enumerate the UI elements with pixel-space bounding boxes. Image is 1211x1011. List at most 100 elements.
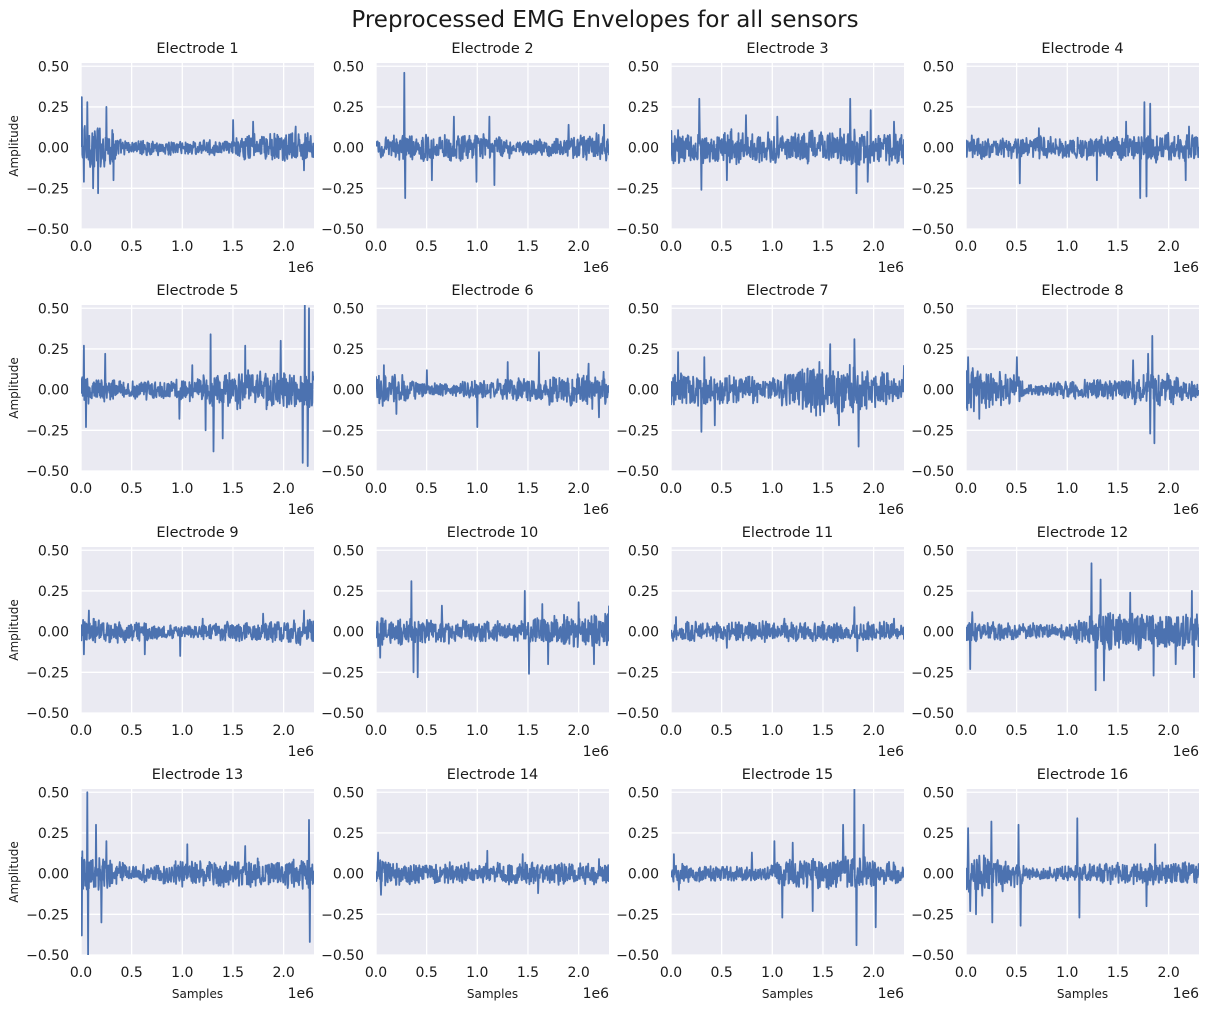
x-tick-label: 1.0 [761, 723, 783, 739]
x-tick-label: 0.5 [121, 723, 143, 739]
y-tick-label: −0.50 [26, 222, 69, 238]
y-tick-label: 0.50 [38, 543, 69, 559]
x-tick-label: 0.5 [416, 965, 438, 981]
y-tick-label: 0.00 [38, 383, 69, 399]
panel-electrode-15: Electrode 15 −0.50 −0.25 0.00 0.25 0.50 0.0 0.5… [616, 767, 904, 1002]
x-tick-label: 1.5 [812, 965, 834, 981]
y-tick-label: −0.50 [321, 706, 364, 722]
y-tick-label: 0.50 [333, 785, 364, 801]
x-tick-label: 0.0 [660, 965, 682, 981]
x-tick-label: 0.0 [955, 965, 977, 981]
x-tick-label: 2.0 [272, 239, 294, 255]
y-tick-label: 0.50 [333, 301, 364, 317]
x-tick-label: 2.0 [1157, 965, 1179, 981]
y-tick-label: −0.50 [321, 222, 364, 238]
x-tick-label: 1.0 [466, 481, 488, 497]
panel-title: Electrode 9 [156, 525, 238, 541]
x-tick-label: 0.5 [416, 239, 438, 255]
x-multiplier-label: 1e6 [288, 744, 315, 760]
y-axis-label: Amplitude [7, 599, 21, 661]
x-tick-label: 2.0 [862, 723, 884, 739]
panel-title: Electrode 11 [742, 525, 833, 541]
x-tick-label: 0.0 [365, 481, 387, 497]
x-tick-label: 0.0 [70, 723, 92, 739]
y-tick-label: −0.25 [321, 907, 364, 923]
panel-electrode-5: Electrode 5 −0.50 −0.25 0.00 0.25 0.50 0.0 0.5 1… [7, 283, 314, 518]
y-tick-label: 0.50 [628, 785, 659, 801]
y-tick-label: 0.25 [38, 342, 69, 358]
x-tick-label: 2.0 [1157, 239, 1179, 255]
panel-electrode-10: Electrode 10 −0.50 −0.25 0.00 0.25 0.50 0.0 0.5… [321, 525, 609, 760]
x-multiplier-label: 1e6 [583, 986, 610, 1002]
x-multiplier-label: 1e6 [1173, 744, 1200, 760]
x-tick-label: 1.5 [812, 723, 834, 739]
x-tick-label: 1.5 [1107, 965, 1129, 981]
y-tick-label: 0.00 [38, 141, 69, 157]
y-tick-label: 0.00 [628, 625, 659, 641]
x-tick-label: 0.0 [660, 239, 682, 255]
y-tick-label: 0.50 [923, 59, 954, 75]
emg-trace [671, 338, 904, 448]
y-tick-label: −0.50 [911, 948, 954, 964]
x-tick-label: 1.5 [222, 239, 244, 255]
y-tick-label: −0.25 [911, 423, 954, 439]
x-tick-label: 2.0 [567, 481, 589, 497]
x-tick-label: 0.5 [416, 723, 438, 739]
y-tick-label: 0.00 [38, 625, 69, 641]
x-axis-label: Samples [467, 987, 518, 1001]
x-multiplier-label: 1e6 [288, 986, 315, 1002]
x-tick-label: 0.0 [955, 239, 977, 255]
y-tick-label: −0.25 [616, 665, 659, 681]
panel-electrode-16: Electrode 16 −0.50 −0.25 0.00 0.25 0.50 0.0 0.5… [911, 767, 1199, 1002]
x-tick-label: 0.5 [711, 481, 733, 497]
emg-trace [376, 351, 609, 428]
y-tick-label: −0.25 [911, 665, 954, 681]
x-multiplier-label: 1e6 [288, 260, 315, 276]
x-tick-label: 1.5 [1107, 481, 1129, 497]
y-tick-label: −0.50 [321, 464, 364, 480]
y-tick-label: 0.00 [333, 383, 364, 399]
y-tick-label: −0.25 [26, 423, 69, 439]
y-tick-label: −0.50 [911, 706, 954, 722]
x-tick-label: 0.0 [70, 965, 92, 981]
x-tick-label: 1.5 [812, 239, 834, 255]
y-tick-label: −0.50 [616, 948, 659, 964]
panel-electrode-3: Electrode 3 −0.50 −0.25 0.00 0.25 0.50 0.0 0.5 1… [616, 41, 904, 276]
y-axis-label: Amplitude [7, 841, 21, 903]
x-multiplier-label: 1e6 [878, 502, 905, 518]
panel-title: Electrode 15 [742, 767, 833, 783]
panel-electrode-7: Electrode 7 −0.50 −0.25 0.00 0.25 0.50 0.0 0.5 1… [616, 283, 904, 518]
panel-title: Electrode 2 [451, 41, 533, 57]
y-axis-label: Amplitude [7, 115, 21, 177]
emg-trace [81, 305, 314, 467]
y-tick-label: 0.00 [333, 867, 364, 883]
panel-electrode-11: Electrode 11 −0.50 −0.25 0.00 0.25 0.50 0.0 0.5… [616, 525, 904, 760]
y-tick-label: −0.25 [616, 423, 659, 439]
x-tick-label: 1.0 [171, 481, 193, 497]
x-multiplier-label: 1e6 [583, 260, 610, 276]
x-tick-label: 0.0 [365, 239, 387, 255]
x-tick-label: 0.0 [660, 481, 682, 497]
panel-grid: Electrode 1 −0.50 −0.25 0.00 0.25 0.50 0.0 0.5 1… [7, 41, 1199, 1002]
y-tick-label: 0.25 [333, 584, 364, 600]
y-tick-label: 0.25 [628, 342, 659, 358]
y-tick-label: 0.00 [333, 141, 364, 157]
y-tick-label: 0.25 [333, 100, 364, 116]
x-tick-label: 1.0 [1056, 239, 1078, 255]
x-tick-label: 0.0 [365, 965, 387, 981]
y-tick-label: 0.25 [333, 342, 364, 358]
panel-title: Electrode 14 [447, 767, 538, 783]
emg-trace [81, 791, 314, 955]
y-tick-label: 0.50 [38, 59, 69, 75]
y-tick-label: −0.25 [321, 665, 364, 681]
x-tick-label: 2.0 [862, 481, 884, 497]
x-tick-label: 1.5 [517, 239, 539, 255]
x-tick-label: 1.0 [171, 723, 193, 739]
x-tick-label: 1.0 [466, 239, 488, 255]
x-tick-label: 0.5 [121, 239, 143, 255]
y-tick-label: 0.25 [923, 826, 954, 842]
panel-title: Electrode 5 [156, 283, 238, 299]
emg-trace [966, 101, 1199, 199]
x-multiplier-label: 1e6 [878, 260, 905, 276]
emg-trace [376, 71, 609, 199]
